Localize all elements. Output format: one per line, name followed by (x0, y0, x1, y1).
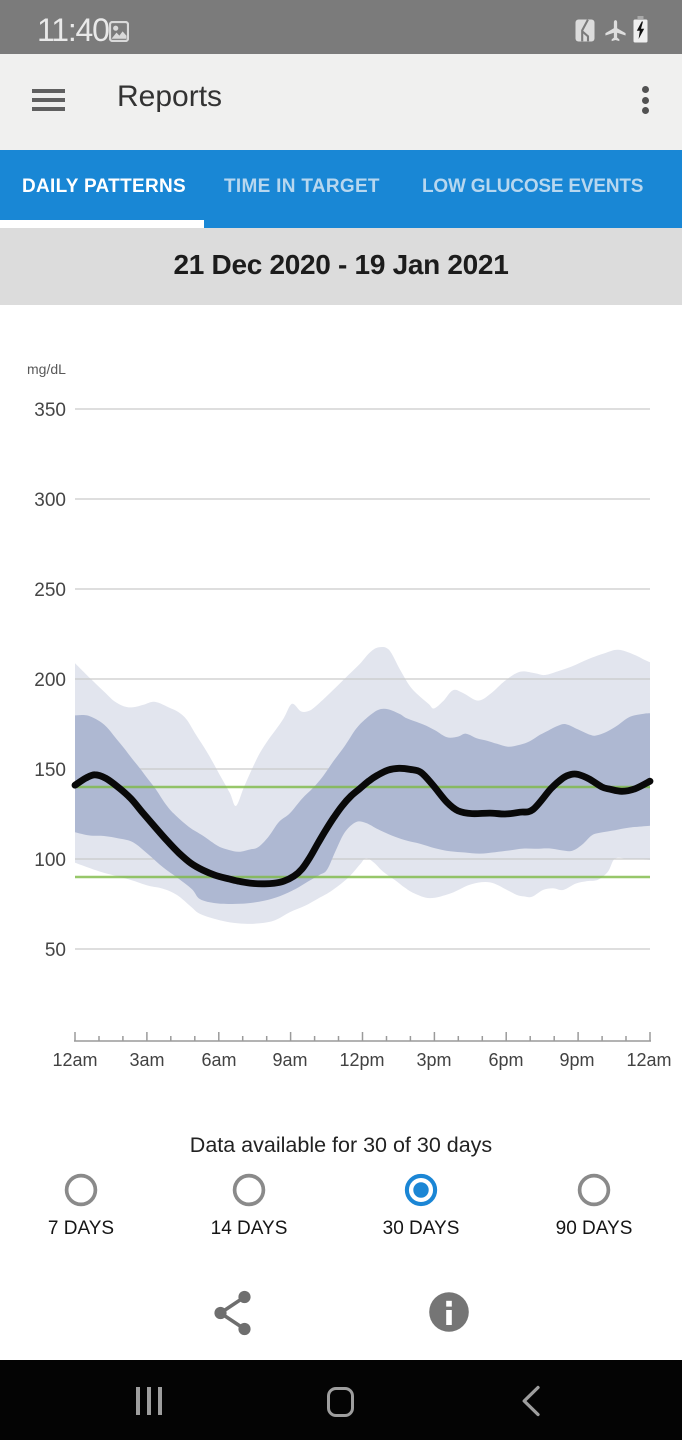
svg-text:150: 150 (34, 760, 66, 781)
svg-text:3am: 3am (129, 1050, 164, 1070)
svg-text:3pm: 3pm (416, 1050, 451, 1070)
svg-text:250: 250 (34, 580, 66, 601)
svg-text:6pm: 6pm (488, 1050, 523, 1070)
svg-text:12am: 12am (52, 1050, 97, 1070)
svg-text:9am: 9am (272, 1050, 307, 1070)
svg-text:6am: 6am (201, 1050, 236, 1070)
svg-text:mg/dL: mg/dL (27, 361, 66, 377)
svg-text:300: 300 (34, 490, 66, 511)
svg-text:350: 350 (34, 400, 66, 421)
svg-text:9pm: 9pm (559, 1050, 594, 1070)
svg-text:12am: 12am (626, 1050, 671, 1070)
svg-text:50: 50 (45, 940, 66, 961)
svg-text:100: 100 (34, 850, 66, 871)
svg-text:200: 200 (34, 670, 66, 691)
svg-text:12pm: 12pm (339, 1050, 384, 1070)
